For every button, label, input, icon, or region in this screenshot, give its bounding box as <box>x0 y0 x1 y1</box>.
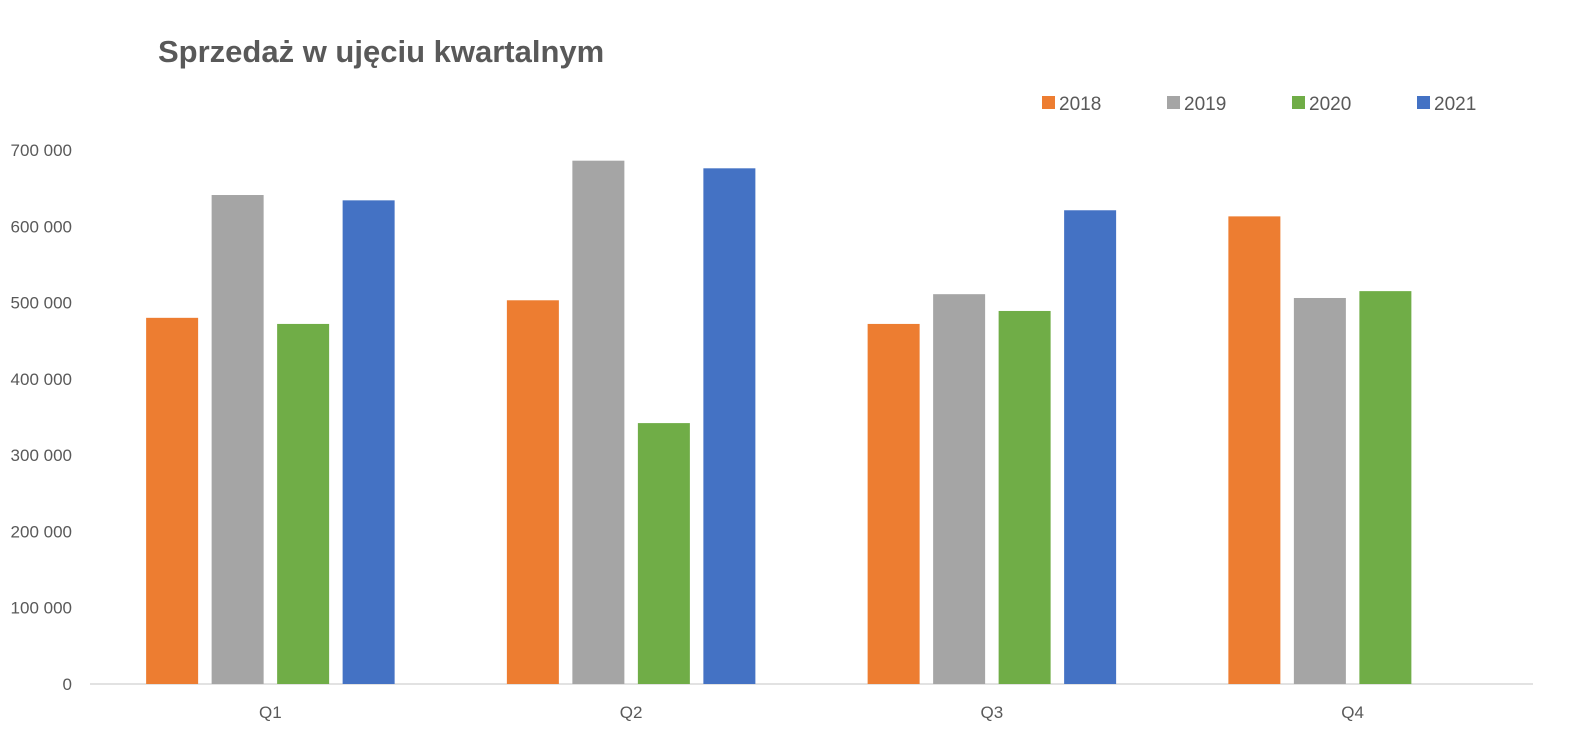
y-tick-label: 200 000 <box>11 522 72 541</box>
legend-swatch-2020 <box>1292 96 1305 109</box>
x-tick-label: Q1 <box>259 703 282 722</box>
bar-2019-Q2 <box>572 160 625 684</box>
x-tick-label: Q3 <box>981 703 1004 722</box>
y-tick-label: 400 000 <box>11 370 72 389</box>
legend-swatch-2019 <box>1167 96 1180 109</box>
y-tick-label: 600 000 <box>11 217 72 236</box>
bar-2020-Q1 <box>277 323 330 684</box>
legend-label-2018: 2018 <box>1059 94 1101 115</box>
legend-swatch-2021 <box>1417 96 1430 109</box>
bar-2019-Q4 <box>1293 297 1346 684</box>
bar-2021-Q1 <box>342 200 395 684</box>
bar-2018-Q3 <box>867 323 920 684</box>
legend-label-2019: 2019 <box>1184 94 1226 115</box>
y-tick-label: 0 <box>63 675 72 694</box>
bar-2019-Q1 <box>211 195 264 684</box>
chart-bars <box>146 160 1412 684</box>
y-tick-label: 700 000 <box>11 141 72 160</box>
chart-legend: 2018 2019 2020 2021 <box>1042 94 1476 115</box>
bar-2018-Q1 <box>146 317 199 684</box>
chart-title: Sprzedaż w ujęciu kwartalnym <box>158 34 604 69</box>
bar-2020-Q3 <box>998 310 1051 684</box>
y-tick-label: 100 000 <box>11 599 72 618</box>
legend-label-2021: 2021 <box>1434 94 1476 115</box>
bar-2018-Q2 <box>506 300 559 684</box>
bar-2021-Q2 <box>703 168 756 684</box>
x-axis: Q1 Q2 Q3 Q4 <box>90 683 1533 722</box>
bar-2020-Q4 <box>1359 291 1412 684</box>
legend-swatch-2018 <box>1042 96 1055 109</box>
y-axis: 0 100 000 200 000 300 000 400 000 500 000 600 … <box>11 141 72 694</box>
legend-label-2020: 2020 <box>1309 94 1351 115</box>
bar-2018-Q4 <box>1228 216 1281 684</box>
bar-2019-Q3 <box>933 294 986 684</box>
x-tick-label: Q2 <box>620 703 643 722</box>
x-tick-label: Q4 <box>1341 703 1364 722</box>
bar-2021-Q3 <box>1064 210 1117 684</box>
y-tick-label: 300 000 <box>11 446 72 465</box>
bar-2020-Q2 <box>637 423 690 684</box>
y-tick-label: 500 000 <box>11 294 72 313</box>
